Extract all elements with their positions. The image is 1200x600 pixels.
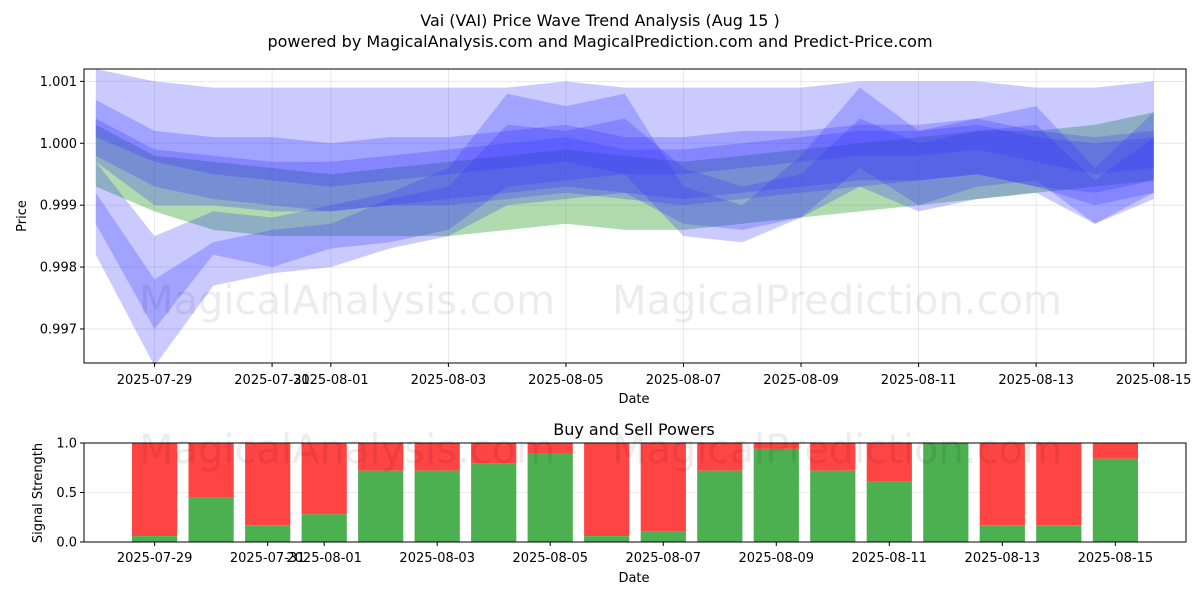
price-x-tick-label: 2025-08-15 bbox=[1116, 373, 1192, 388]
price-wave-panel: MagicalAnalysis.com MagicalPrediction.co… bbox=[15, 68, 1192, 407]
signal-x-tick-label: 2025-08-01 bbox=[286, 551, 362, 566]
buy-sell-panel: Buy and Sell Powers MagicalAnalysis.com … bbox=[31, 420, 1187, 586]
signal-x-axis-label: Date bbox=[618, 571, 649, 586]
price-y-tick-label: 1.000 bbox=[40, 137, 77, 152]
price-x-tick-label: 2025-08-07 bbox=[646, 373, 722, 388]
price-band-4 bbox=[95, 87, 1154, 329]
price-y-tick-label: 0.998 bbox=[40, 261, 77, 276]
signal-x-tick-label: 2025-07-31 bbox=[230, 551, 306, 566]
buy-bar bbox=[640, 531, 686, 542]
price-gridlines bbox=[84, 69, 1186, 363]
sell-bar bbox=[640, 443, 686, 532]
sell-bar bbox=[527, 443, 573, 454]
sell-bar bbox=[301, 443, 347, 515]
price-band-1 bbox=[95, 69, 1154, 212]
price-x-tick-label: 2025-08-09 bbox=[763, 373, 839, 388]
sell-bar bbox=[979, 443, 1025, 526]
price-band-3 bbox=[95, 118, 1154, 212]
price-band-2 bbox=[95, 99, 1154, 187]
price-x-axis-label: Date bbox=[618, 392, 649, 407]
signal-chart-title: Buy and Sell Powers bbox=[553, 420, 715, 439]
sell-bar bbox=[1092, 443, 1138, 459]
sell-bar bbox=[866, 443, 912, 482]
sell-bar bbox=[697, 443, 743, 471]
buy-bar bbox=[527, 453, 573, 542]
price-x-tick-label: 2025-08-13 bbox=[998, 373, 1074, 388]
buy-bar bbox=[132, 536, 178, 542]
price-bands bbox=[95, 69, 1154, 367]
chart-subtitle: powered by MagicalAnalysis.com and Magic… bbox=[267, 32, 932, 51]
price-y-tick-label: 0.997 bbox=[40, 322, 77, 337]
price-x-tick-label: 2025-08-03 bbox=[411, 373, 487, 388]
chart-title: Vai (VAI) Price Wave Trend Analysis (Aug… bbox=[420, 11, 779, 30]
sell-bar bbox=[471, 443, 517, 464]
signal-y-tick-label: 1.0 bbox=[56, 437, 77, 452]
signal-x-tick-label: 2025-07-29 bbox=[117, 551, 193, 566]
watermark-left: MagicalAnalysis.com bbox=[139, 278, 555, 324]
price-band-5 bbox=[95, 118, 1154, 367]
buy-bar bbox=[358, 470, 404, 542]
buy-bar bbox=[584, 536, 630, 542]
signal-x-tick-label: 2025-08-13 bbox=[965, 551, 1041, 566]
buy-bar bbox=[810, 470, 856, 542]
buy-bar bbox=[245, 525, 291, 542]
sell-bar bbox=[132, 443, 178, 537]
price-y-tick-label: 1.001 bbox=[40, 75, 77, 90]
price-y-tick-label: 0.999 bbox=[40, 199, 77, 214]
signal-y-axis-label: Signal Strength bbox=[31, 443, 46, 543]
buy-bar bbox=[414, 470, 460, 542]
watermark-right: MagicalPrediction.com bbox=[612, 278, 1062, 324]
signal-bars bbox=[132, 443, 1138, 542]
sell-bar bbox=[1036, 443, 1082, 526]
price-x-tick-label: 2025-07-29 bbox=[117, 373, 193, 388]
buy-bar bbox=[301, 514, 347, 542]
watermark-right-lower: MagicalPrediction.com bbox=[612, 427, 1062, 473]
sell-bar bbox=[245, 443, 291, 526]
buy-bar bbox=[753, 448, 799, 542]
sell-bar bbox=[358, 443, 404, 471]
signal-x-tick-label: 2025-08-03 bbox=[399, 551, 475, 566]
signal-x-tick-label: 2025-08-11 bbox=[852, 551, 928, 566]
signal-x-tick-label: 2025-08-15 bbox=[1078, 551, 1154, 566]
signal-y-tick-label: 0.0 bbox=[56, 536, 77, 551]
sell-bar bbox=[414, 443, 460, 471]
signal-x-tick-label: 2025-08-07 bbox=[625, 551, 701, 566]
signal-y-ticks: 0.0 0.5 1.0 bbox=[56, 437, 84, 551]
buy-bar bbox=[1092, 458, 1138, 542]
price-x-tick-label: 2025-07-31 bbox=[234, 373, 310, 388]
sell-bar bbox=[584, 443, 630, 537]
buy-bar bbox=[923, 443, 969, 542]
watermark-left-lower: MagicalAnalysis.com bbox=[139, 427, 555, 473]
sell-bar bbox=[188, 443, 234, 498]
buy-bar bbox=[1036, 525, 1082, 542]
signal-y-tick-label: 0.5 bbox=[56, 486, 77, 501]
price-y-axis-label: Price bbox=[15, 200, 30, 232]
price-x-tick-label: 2025-08-05 bbox=[528, 373, 604, 388]
sell-bar bbox=[753, 443, 799, 449]
price-y-ticks: 0.997 0.998 0.999 1.000 1.001 bbox=[40, 75, 84, 337]
sell-bar bbox=[810, 443, 856, 471]
price-x-tick-label: 2025-08-11 bbox=[881, 373, 957, 388]
buy-bar bbox=[188, 497, 234, 542]
signal-x-tick-label: 2025-08-09 bbox=[739, 551, 815, 566]
price-band-0 bbox=[95, 112, 1154, 237]
price-x-tick-label: 2025-08-01 bbox=[293, 373, 369, 388]
buy-bar bbox=[471, 463, 517, 542]
buy-bar bbox=[979, 525, 1025, 542]
buy-bar bbox=[866, 481, 912, 542]
buy-bar bbox=[697, 470, 743, 542]
signal-x-tick-label: 2025-08-05 bbox=[512, 551, 588, 566]
price-plot-frame bbox=[83, 68, 1187, 364]
